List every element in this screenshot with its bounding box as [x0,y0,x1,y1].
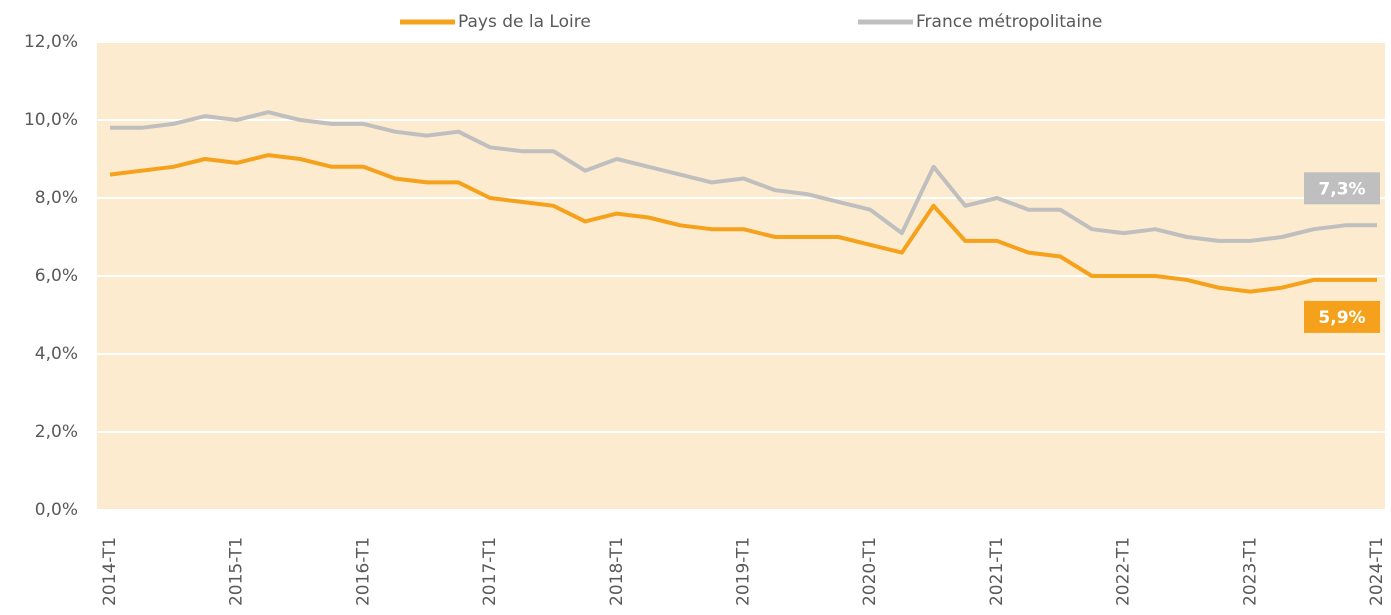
y-tick-label: 8,0% [35,188,78,208]
legend-label: Pays de la Loire [458,12,591,32]
y-tick-label: 4,0% [35,344,78,364]
x-tick-label: 2018-T1 [607,537,627,606]
y-tick-label: 10,0% [24,110,78,130]
series-line [109,153,1377,294]
value-label-box [1304,300,1380,333]
value-label: 5,9% [1318,308,1365,328]
x-tick-label: 2016-T1 [353,537,373,606]
y-tick-label: 6,0% [35,266,78,286]
legend-label: France métropolitaine [916,12,1102,32]
y-tick-label: 2,0% [35,422,78,442]
y-tick-label: 12,0% [24,32,78,52]
value-label-box [1304,172,1380,205]
x-tick-label: 2020-T1 [860,537,880,606]
x-tick-label: 2022-T1 [1114,537,1134,606]
x-tick-label: 2015-T1 [227,537,247,606]
value-label: 7,3% [1318,179,1365,199]
x-tick-label: 2014-T1 [100,537,120,606]
x-tick-label: 2021-T1 [987,537,1007,606]
x-tick-label: 2019-T1 [734,537,754,606]
y-tick-label: 0,0% [35,500,78,520]
x-tick-label: 2024-T1 [1367,537,1387,606]
x-tick-label: 2017-T1 [480,537,500,606]
series-line [110,110,1377,243]
x-tick-label: 2023-T1 [1240,537,1260,606]
